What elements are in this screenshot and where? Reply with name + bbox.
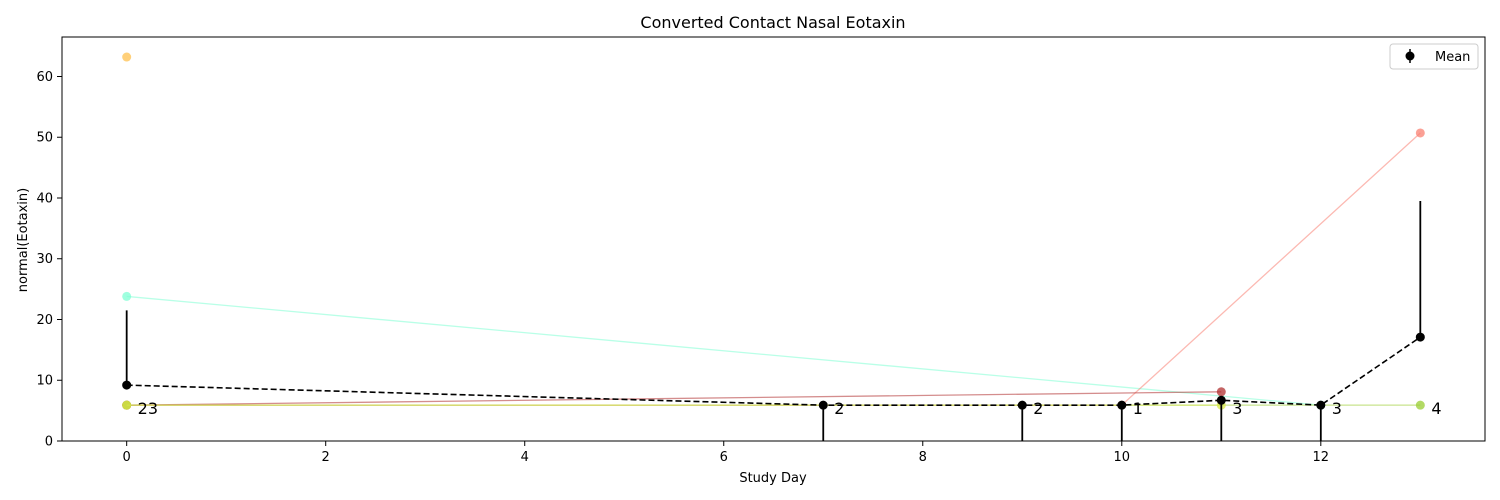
count-label: 23: [138, 399, 158, 418]
subject-line: [126, 391, 1222, 406]
y-tick-label: 50: [36, 131, 53, 146]
legend-label-mean: Mean: [1435, 50, 1470, 65]
y-tick-label: 20: [36, 313, 53, 328]
x-tick-label: 2: [322, 450, 330, 465]
axes-frame: [61, 36, 1486, 442]
mean-point: [1216, 395, 1226, 405]
subject-point: [1415, 128, 1425, 138]
count-label: 2: [1033, 399, 1043, 418]
legend-marker-icon: [1405, 51, 1415, 61]
x-tick-label: 8: [919, 450, 927, 465]
y-axis-label: normal(Eotaxin): [16, 188, 31, 292]
count-label: 4: [1431, 399, 1441, 418]
count-label: 1: [1133, 399, 1143, 418]
y-tick-label: 30: [36, 252, 53, 267]
mean-point: [818, 400, 828, 410]
subject-line: [126, 295, 1321, 406]
y-tick-label: 60: [36, 70, 53, 85]
mean-point: [1017, 400, 1027, 410]
x-tick-label: 12: [1313, 450, 1330, 465]
mean-point: [122, 380, 132, 390]
y-tick-label: 0: [45, 435, 53, 450]
mean-point: [1415, 332, 1425, 342]
count-label: 3: [1232, 399, 1242, 418]
y-tick-label: 10: [36, 374, 53, 389]
subject-point: [122, 400, 132, 410]
subject-point: [1415, 400, 1425, 410]
count-label: 2: [834, 399, 844, 418]
x-tick-label: 6: [720, 450, 728, 465]
mean-point: [1117, 400, 1127, 410]
x-tick-label: 10: [1114, 450, 1131, 465]
x-axis-label: Study Day: [739, 471, 807, 486]
subject-point: [1216, 387, 1226, 397]
subject-point: [122, 291, 132, 301]
legend: Mean: [1389, 43, 1479, 70]
subject-point: [122, 52, 132, 62]
mean-point: [1316, 400, 1326, 410]
x-tick-label: 4: [521, 450, 529, 465]
count-label: 3: [1332, 399, 1342, 418]
plot-area: 0 2 4 6 8 10 12 0 10 20 30 40 50 60 23 2 2 1 3 3 4: [36, 36, 1486, 465]
chart-title: Converted Contact Nasal Eotaxin: [640, 13, 905, 32]
x-tick-label: 0: [123, 450, 131, 465]
legend-box: [1389, 43, 1479, 70]
y-tick-label: 40: [36, 191, 53, 206]
